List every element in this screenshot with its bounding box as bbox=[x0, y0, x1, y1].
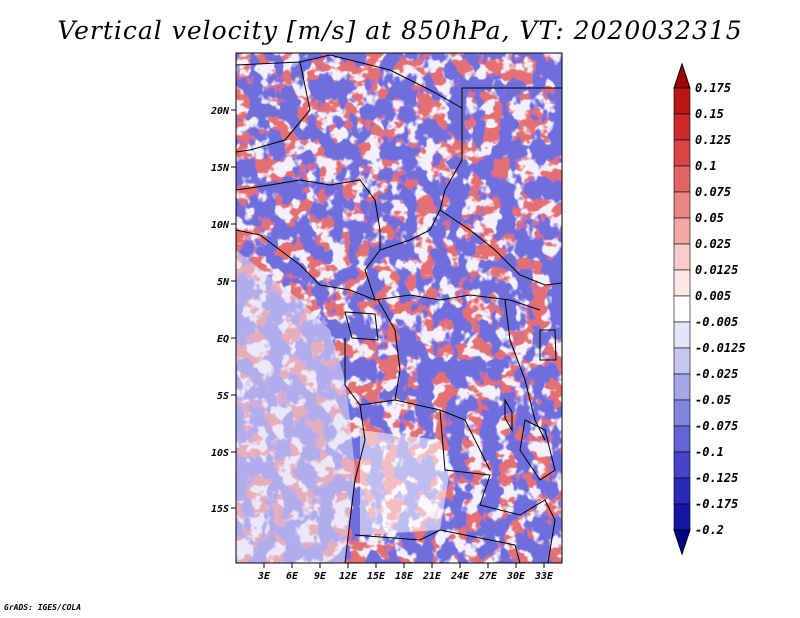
colorbar-swatch bbox=[673, 165, 691, 193]
colorbar-label: -0.125 bbox=[695, 471, 738, 485]
colorbar-label: 0.175 bbox=[695, 81, 731, 95]
colorbar-label: -0.05 bbox=[695, 393, 731, 407]
colorbar-swatch bbox=[673, 139, 691, 167]
lon-label: 15E bbox=[367, 571, 386, 582]
colorbar-swatch bbox=[673, 243, 691, 271]
colorbar-swatch bbox=[673, 425, 691, 453]
colorbar-swatch bbox=[673, 347, 691, 375]
lat-label: 15S bbox=[211, 504, 229, 515]
lon-label: 30E bbox=[506, 571, 526, 582]
colorbar-label: 0.15 bbox=[695, 107, 724, 121]
lon-label: 33E bbox=[534, 571, 554, 582]
colorbar-label: 0.1 bbox=[695, 159, 717, 173]
colorbar-swatch bbox=[673, 451, 691, 479]
colorbar-swatch bbox=[673, 373, 691, 401]
colorbar-swatch bbox=[673, 295, 691, 323]
colorbar-label: 0.0125 bbox=[695, 263, 738, 277]
colorbar-label: 0.005 bbox=[695, 289, 731, 303]
lon-label: 24E bbox=[450, 571, 470, 582]
colorbar-label: -0.1 bbox=[695, 445, 724, 459]
lon-label: 18E bbox=[395, 571, 414, 582]
colorbar: 0.175 0.15 0.125 0.1 0.075 0.05 0.025 0.0125 0.0… bbox=[673, 62, 746, 556]
lat-label: EQ bbox=[217, 334, 229, 345]
lat-label: 10N bbox=[211, 220, 230, 231]
colorbar-swatch bbox=[673, 113, 691, 141]
colorbar-label: -0.175 bbox=[695, 497, 738, 511]
colorbar-label: 0.125 bbox=[695, 133, 731, 147]
colorbar-label: 0.05 bbox=[695, 211, 724, 225]
lon-label: 27E bbox=[478, 571, 498, 582]
map-plot-area bbox=[236, 53, 562, 563]
colorbar-label: 0.025 bbox=[695, 237, 731, 251]
colorbar-swatch bbox=[673, 217, 691, 245]
colorbar-swatch bbox=[673, 399, 691, 427]
lon-label: 6E bbox=[286, 571, 299, 582]
colorbar-swatch bbox=[673, 87, 691, 115]
lon-label: 3E bbox=[257, 571, 271, 582]
colorbar-swatch bbox=[673, 191, 691, 219]
angola-plateau-region bbox=[360, 430, 450, 535]
colorbar-label: -0.2 bbox=[695, 523, 724, 537]
chart-title: Vertical velocity [m/s] at 850hPa, VT: 2… bbox=[57, 16, 743, 45]
colorbar-label: -0.025 bbox=[695, 367, 738, 381]
map-frame bbox=[235, 52, 563, 564]
lon-label: 9E bbox=[314, 571, 327, 582]
colorbar-label: 0.075 bbox=[695, 185, 731, 199]
longitude-axis: 3E 6E 9E 12E 15E 18E 21E 24E 27E 30E 33E bbox=[257, 563, 554, 582]
lat-label: 15N bbox=[211, 163, 230, 174]
colorbar-label: -0.0125 bbox=[695, 341, 746, 355]
colorbar-swatch bbox=[673, 321, 691, 349]
lat-label: 5S bbox=[217, 391, 229, 402]
colorbar-swatch bbox=[673, 269, 691, 297]
lon-label: 21E bbox=[422, 571, 442, 582]
colorbar-min-arrow bbox=[673, 529, 691, 556]
country-borders bbox=[236, 54, 562, 563]
colorbar-max-arrow bbox=[673, 62, 691, 89]
lat-label: 20N bbox=[210, 106, 230, 117]
footer-credit: GrADS: IGES/COLA bbox=[4, 603, 82, 612]
colorbar-label: -0.005 bbox=[695, 315, 738, 329]
colorbar-swatch bbox=[673, 503, 691, 531]
lat-label: 10S bbox=[211, 448, 229, 459]
ocean-region bbox=[236, 250, 355, 563]
lat-label: 5N bbox=[217, 277, 230, 288]
lon-label: 12E bbox=[339, 571, 358, 582]
colorbar-label: -0.075 bbox=[695, 419, 738, 433]
latitude-axis: 20N 15N 10N 5N EQ 5S 10S 15S bbox=[210, 106, 236, 515]
colorbar-swatch bbox=[673, 477, 691, 505]
